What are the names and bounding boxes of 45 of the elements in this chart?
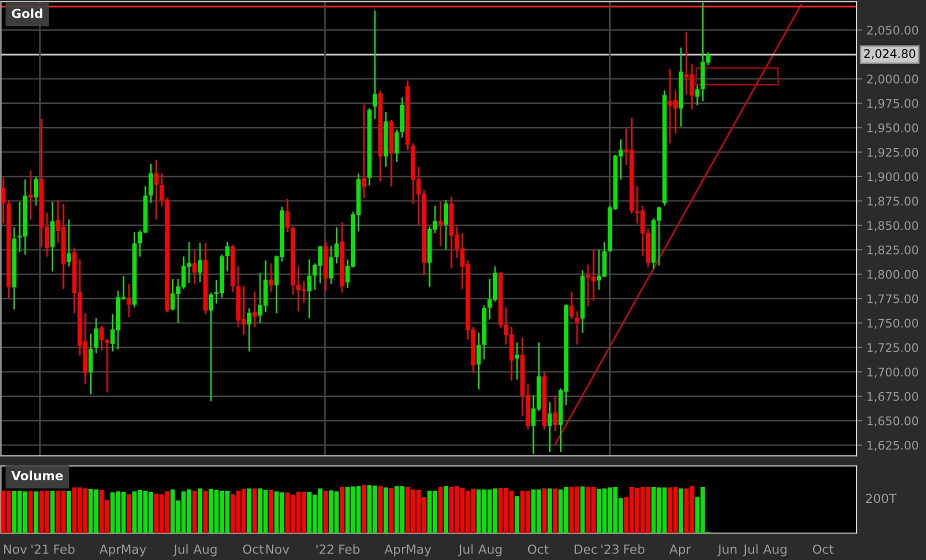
x-tick-label: Oct xyxy=(812,544,834,554)
text: 200T xyxy=(866,494,897,504)
y-tick-label: 1,625.00 xyxy=(868,440,918,451)
x-tick-label: Nov xyxy=(266,544,290,554)
x-tick-label: Apr xyxy=(669,544,691,556)
x-tick-label: May xyxy=(406,544,432,556)
chart-title: Volume xyxy=(11,470,63,480)
y-tick-label: 1,750.00 xyxy=(868,318,918,329)
x-tick-label: Aug xyxy=(763,544,786,556)
x-tick-label: Jul xyxy=(742,544,758,556)
x-tick-label: Apr xyxy=(100,544,122,556)
y-tick-label: 1,725.00 xyxy=(868,343,918,354)
x-tick-label: '21 xyxy=(31,544,48,554)
y-tick-label: 1,875.00 xyxy=(868,196,918,207)
x-tick-label: Feb xyxy=(339,544,360,554)
y-tick-label: 1,800.00 xyxy=(868,270,918,280)
x-tick-label: Jul xyxy=(458,544,473,556)
y-tick-label: 1,650.00 xyxy=(868,416,918,427)
y-tick-label: 1,675.00 xyxy=(868,392,918,402)
x-tick-label: May xyxy=(122,544,146,556)
ref-line-label: 2,024.80 xyxy=(864,49,916,60)
x-tick-label: '23 xyxy=(601,544,619,554)
x-tick-label: Dec xyxy=(574,544,597,554)
y-tick-label: 2,000.00 xyxy=(867,74,918,85)
x-tick-label: '22 xyxy=(316,544,334,554)
x-tick-label: Apr xyxy=(384,544,406,556)
y-tick-label: 1,700.00 xyxy=(868,368,918,378)
y-tick-label: 1,975.00 xyxy=(868,98,918,110)
x-tick-label: Feb xyxy=(54,544,75,554)
y-tick-label: 1,850.00 xyxy=(868,221,918,232)
y-tick-label: 1,950.00 xyxy=(868,123,918,134)
x-tick-label: Jun xyxy=(717,544,736,556)
x-tick-label: Oct xyxy=(528,544,549,554)
x-tick-label: Feb xyxy=(624,544,644,554)
y-tick-label: 1,825.00 xyxy=(868,245,918,256)
x-tick-label: Aug xyxy=(193,544,217,556)
x-tick-label: Nov xyxy=(4,544,27,554)
x-tick-label: Oct xyxy=(242,544,264,554)
y-tick-label: 2,050.00 xyxy=(867,26,918,36)
y-tick-label: 1,900.00 xyxy=(868,172,918,182)
x-tick-label: Jul xyxy=(173,544,188,556)
y-tick-label: 1,775.00 xyxy=(868,294,918,304)
y-tick-label: 1,925.00 xyxy=(868,148,918,158)
chart-title: Gold xyxy=(12,8,42,18)
x-tick-label: Aug xyxy=(478,544,502,556)
